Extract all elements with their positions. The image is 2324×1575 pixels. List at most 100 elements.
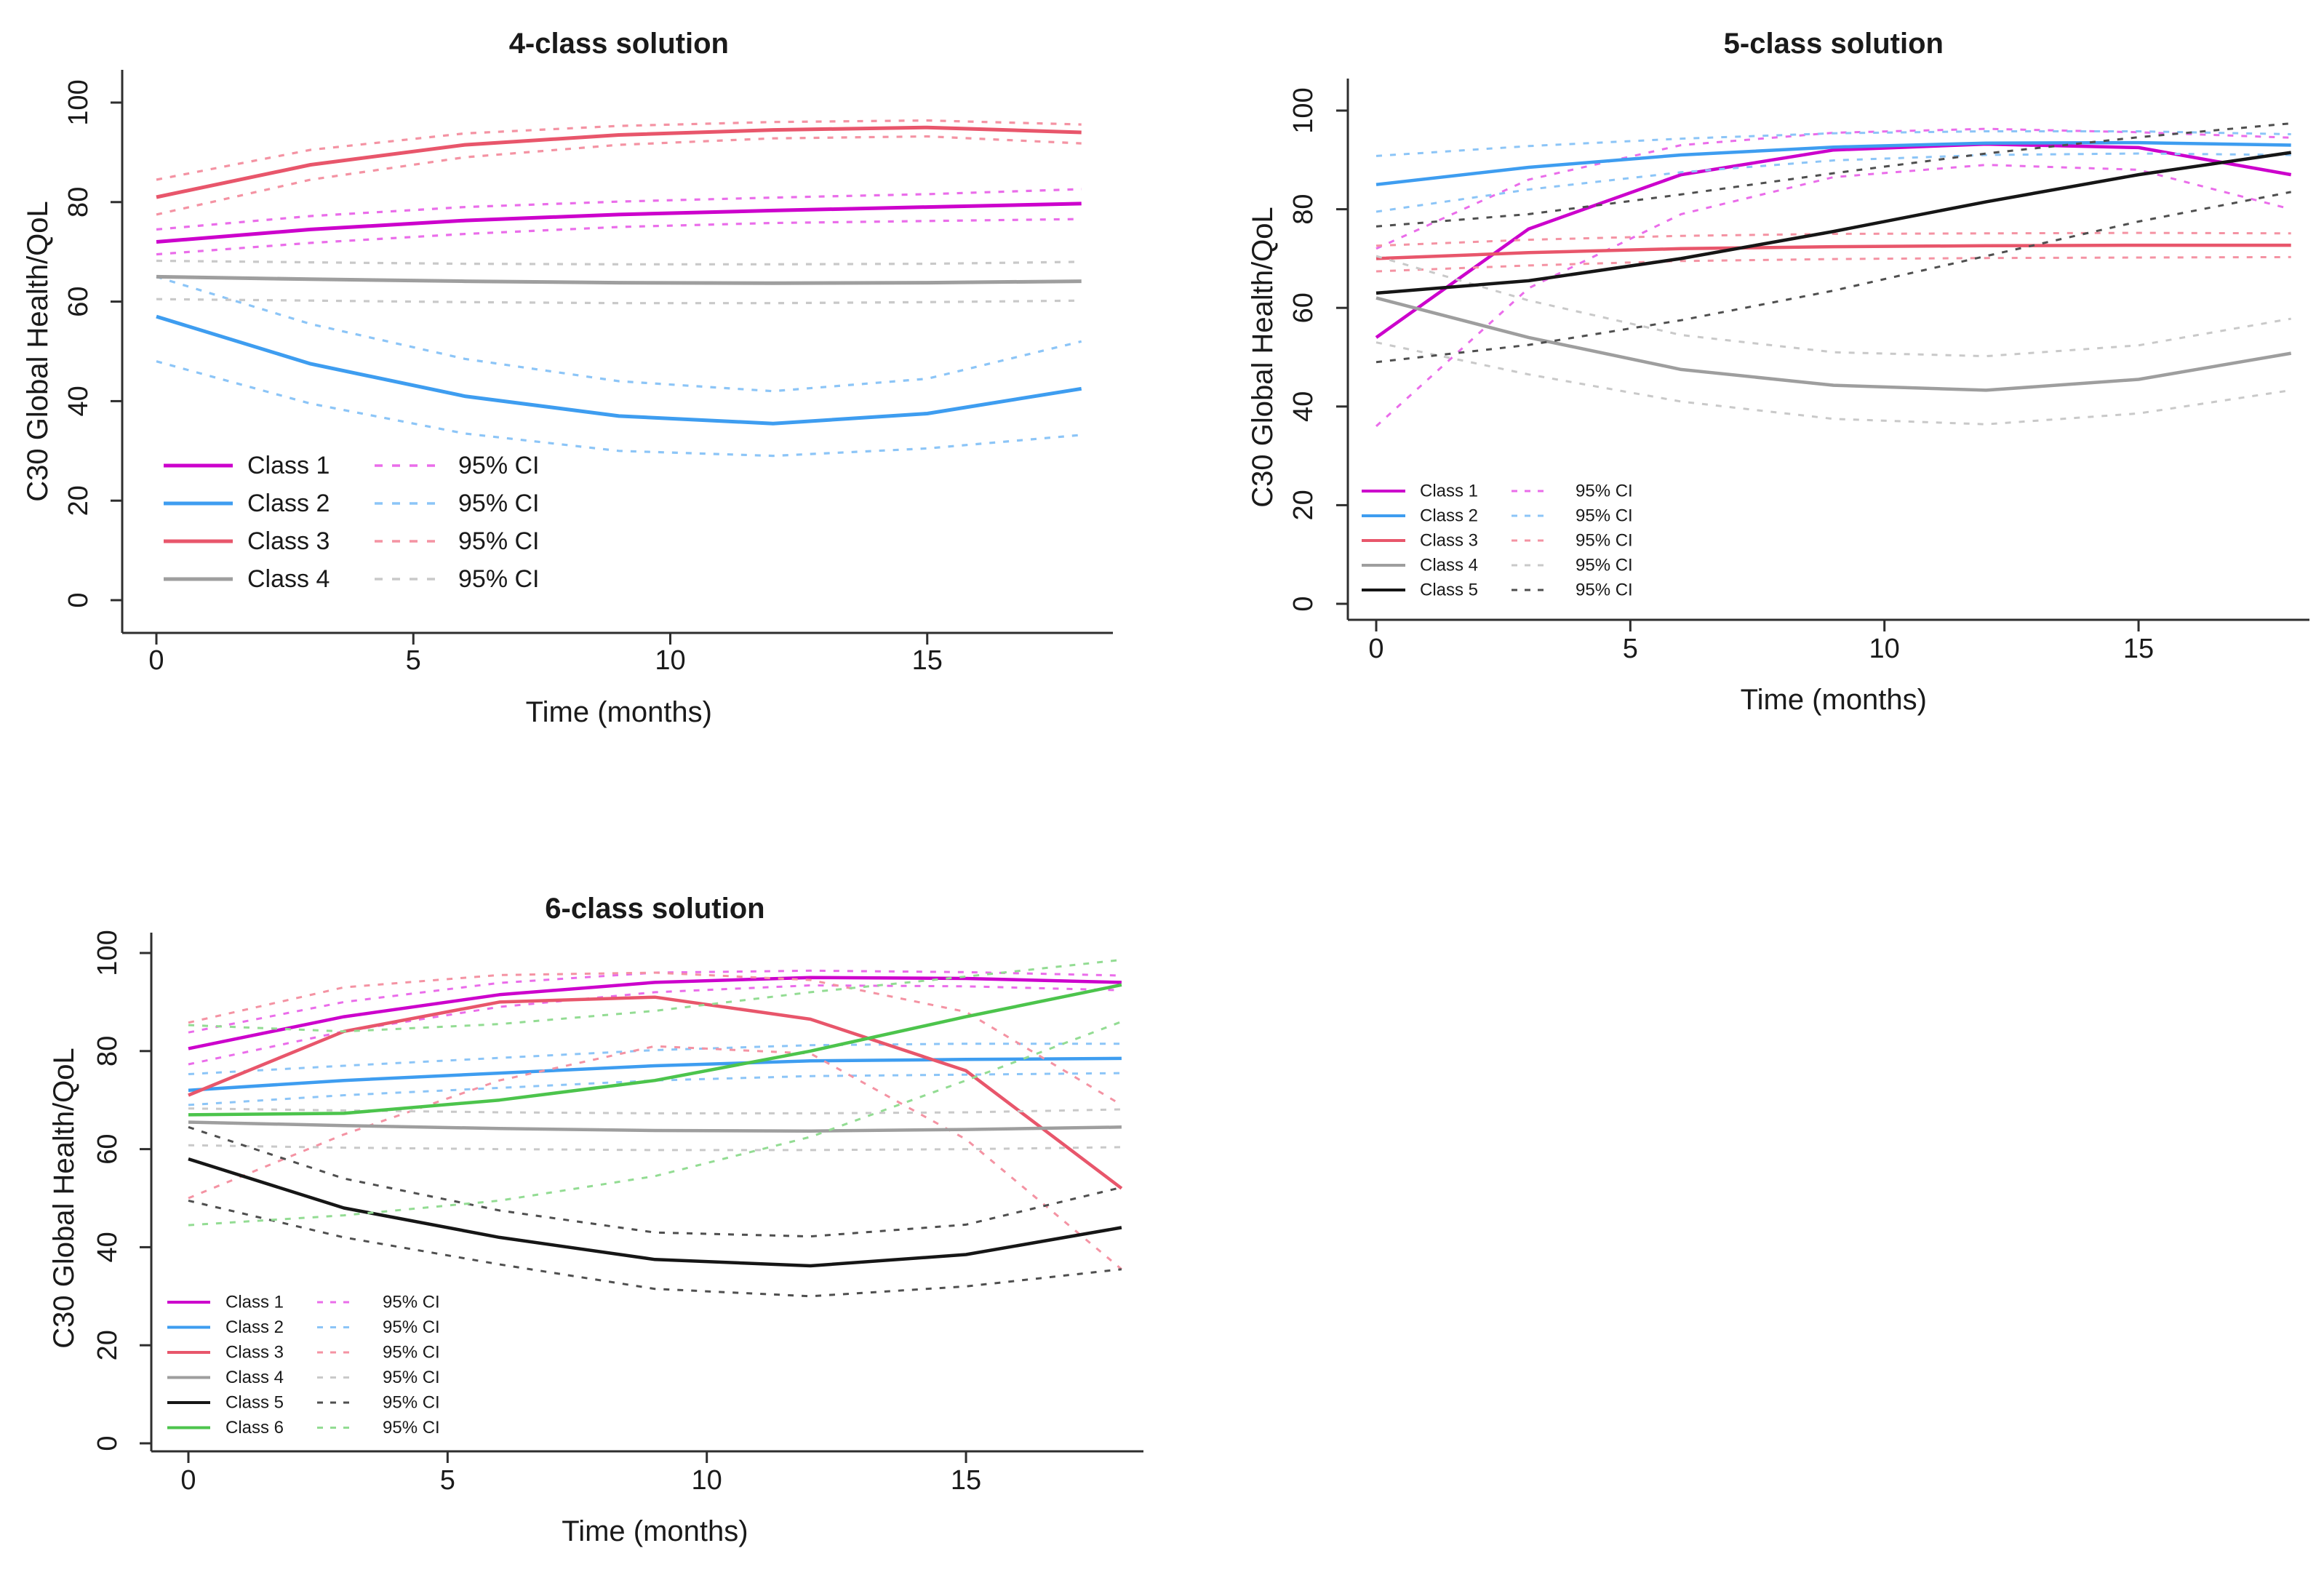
series-line-class-2 <box>188 1056 1122 1092</box>
chart-5-class-solution: 0 5 10 15 0 20 40 60 80 100 5-class solution Time (… <box>1164 0 2324 786</box>
ci-upper-line-class-4 <box>1375 255 2291 358</box>
legend-label-class-4: Class 4 <box>247 565 330 593</box>
chart-title: 6-class solution <box>545 893 764 925</box>
ci-upper-line-class-2 <box>156 275 1082 393</box>
y-tick-label: 40 <box>92 1232 123 1262</box>
series-line-class-2 <box>156 314 1082 426</box>
y-tick-label: 100 <box>92 930 123 976</box>
series-line-class-5 <box>188 1157 1122 1268</box>
legend-label-class-2: Class 2 <box>225 1317 284 1337</box>
ci-lower-line-class-2 <box>188 1072 1122 1107</box>
series-line-class-2 <box>1375 140 2291 186</box>
series-line-class-1 <box>188 976 1122 1050</box>
ci-lower-line-class-4 <box>188 1144 1122 1152</box>
y-tick-label: 100 <box>63 79 94 125</box>
legend-ci-label-class-3: 95% CI <box>1576 531 1633 551</box>
ci-upper-line-class-3 <box>188 971 1122 1107</box>
x-tick-label: 5 <box>1623 634 1638 664</box>
legend-label-class-5: Class 5 <box>1420 581 1478 600</box>
chart-svg-six-class: 0 5 10 15 0 20 40 60 80 100 6-class solution Time (… <box>48 893 1143 1547</box>
ci-upper-line-class-4 <box>188 1107 1122 1115</box>
legend-label-class-1: Class 1 <box>225 1293 284 1312</box>
ci-upper-line-class-4 <box>156 259 1082 266</box>
series-line-class-5 <box>1375 151 2292 295</box>
x-tick-label: 5 <box>406 645 421 676</box>
legend-label-class-3: Class 3 <box>225 1343 284 1363</box>
legend-ci-label-class-1: 95% CI <box>1576 482 1633 501</box>
ci-lower-line-class-3 <box>1375 255 2291 273</box>
series-line-class-3 <box>188 995 1123 1190</box>
y-tick-label: 0 <box>63 592 94 607</box>
series-line-class-1 <box>156 202 1082 244</box>
y-axis-label: C30 Global Health/QoL <box>48 1048 80 1349</box>
legend-ci-label-class-5: 95% CI <box>1576 581 1633 600</box>
chart-4-class-solution: 0 5 10 15 0 20 40 60 80 100 4-class solution Time (… <box>0 0 1164 786</box>
legend-ci-label-class-4: 95% CI <box>383 1368 440 1387</box>
ci-lower-line-class-1 <box>188 984 1122 1066</box>
x-axis-label: Time (months) <box>526 696 712 728</box>
y-tick-label: 0 <box>92 1435 123 1451</box>
ci-upper-line-class-1 <box>156 188 1082 231</box>
x-tick-label: 10 <box>655 645 685 676</box>
chart-svg-five-class: 0 5 10 15 0 20 40 60 80 100 5-class solution Time (… <box>1247 28 2309 716</box>
y-tick-label: 100 <box>1288 87 1319 133</box>
x-tick-label: 5 <box>440 1465 455 1496</box>
y-tick-label: 0 <box>1288 596 1319 611</box>
x-tick-label: 0 <box>180 1465 196 1496</box>
legend-ci-label-class-2: 95% CI <box>383 1317 440 1337</box>
legend-label-class-6: Class 6 <box>225 1418 284 1438</box>
ci-lower-line-class-4 <box>1375 341 2291 426</box>
ci-lower-line-class-3 <box>188 1045 1122 1270</box>
ci-upper-line-class-6 <box>188 958 1122 1033</box>
legend-label-class-5: Class 5 <box>225 1393 284 1413</box>
x-tick-label: 0 <box>1368 634 1383 664</box>
legend-ci-label-class-2: 95% CI <box>458 490 540 517</box>
ci-lower-line-class-4 <box>156 298 1082 305</box>
y-tick-label: 60 <box>1288 292 1319 323</box>
y-tick-label: 20 <box>92 1330 123 1360</box>
chart-svg-four-class: 0 5 10 15 0 20 40 60 80 100 4-class solution Time (… <box>22 28 1113 728</box>
x-axis-label: Time (months) <box>562 1515 748 1547</box>
legend-label-class-3: Class 3 <box>247 527 330 555</box>
series-line-class-3 <box>156 125 1082 199</box>
legend-label-class-2: Class 2 <box>247 490 330 517</box>
y-axis-label: C30 Global Health/QoL <box>22 201 54 502</box>
ci-lower-line-class-6 <box>188 1020 1122 1227</box>
ci-lower-line-class-1 <box>156 218 1082 256</box>
y-tick-label: 20 <box>1288 490 1319 520</box>
ci-lower-line-class-5 <box>1375 191 2291 364</box>
x-tick-label: 15 <box>912 645 943 676</box>
ci-lower-line-class-3 <box>156 135 1082 216</box>
ci-lower-line-class-2 <box>1375 152 2291 213</box>
legend-ci-label-class-6: 95% CI <box>383 1418 440 1438</box>
ci-upper-line-class-5 <box>188 1125 1122 1238</box>
y-tick-label: 60 <box>63 286 94 316</box>
legend-ci-label-class-3: 95% CI <box>458 527 540 555</box>
chart-title: 4-class solution <box>509 28 729 60</box>
series-line-class-4 <box>156 274 1082 285</box>
x-tick-label: 0 <box>148 645 164 676</box>
y-tick-label: 20 <box>63 485 94 516</box>
y-tick-label: 40 <box>63 386 94 416</box>
chart-6-class-solution: 0 5 10 15 0 20 40 60 80 100 6-class solution Time (… <box>0 793 1164 1575</box>
series-line-class-4 <box>188 1120 1122 1133</box>
ci-upper-line-class-1 <box>1375 127 2291 250</box>
y-tick-label: 60 <box>92 1133 123 1164</box>
ci-lower-line-class-5 <box>188 1199 1122 1298</box>
y-tick-label: 80 <box>63 187 94 218</box>
ci-upper-line-class-5 <box>1375 122 2291 228</box>
x-tick-label: 10 <box>692 1465 722 1496</box>
legend-ci-label-class-1: 95% CI <box>383 1293 440 1312</box>
series-line-class-3 <box>1375 243 2291 260</box>
series-line-class-1 <box>1375 142 2292 339</box>
ci-upper-line-class-3 <box>1375 231 2291 247</box>
x-axis-label: Time (months) <box>1741 684 1927 716</box>
ci-upper-line-class-2 <box>1375 130 2291 157</box>
legend-label-class-2: Class 2 <box>1420 506 1478 526</box>
legend-ci-label-class-3: 95% CI <box>383 1343 440 1363</box>
y-tick-label: 80 <box>1288 194 1319 224</box>
legend-label-class-1: Class 1 <box>1420 482 1478 501</box>
series-line-class-4 <box>1375 296 2292 392</box>
ci-upper-line-class-2 <box>188 1042 1122 1075</box>
